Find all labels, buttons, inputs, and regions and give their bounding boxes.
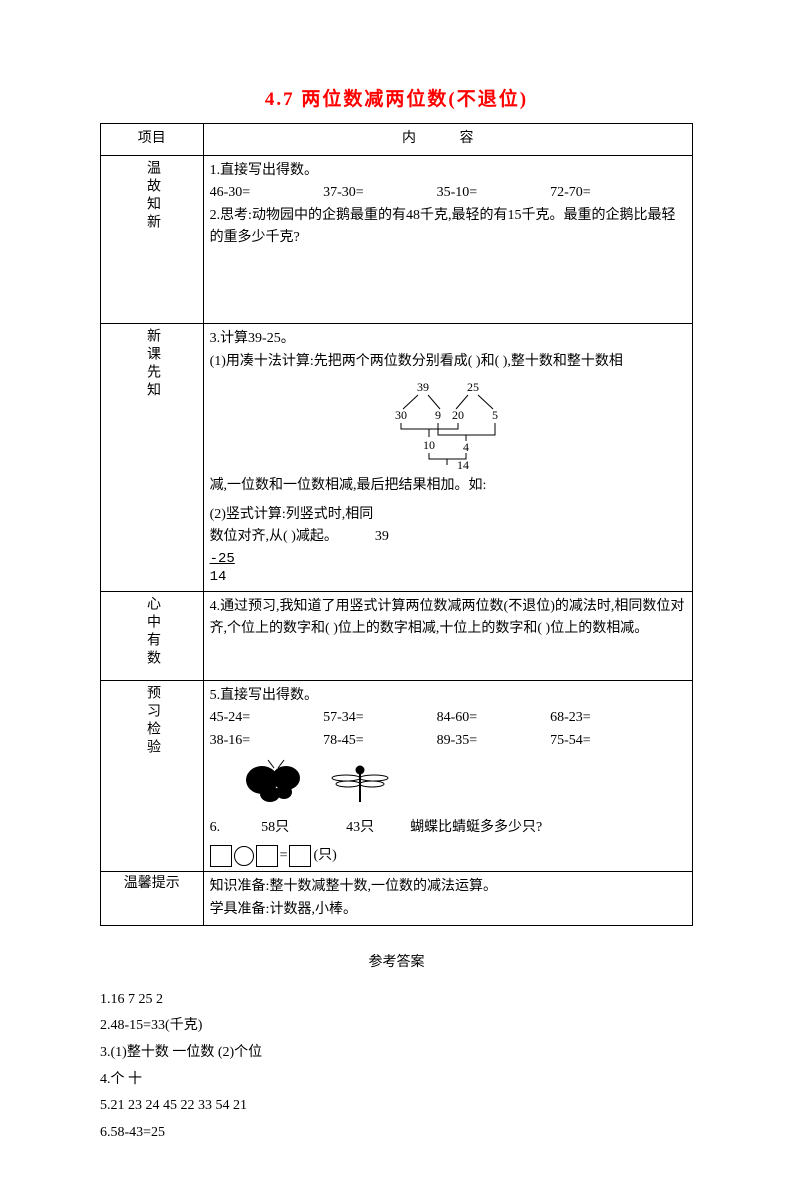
split-diagram: 39 25 30 9 20 5 10 4 — [368, 379, 528, 469]
row-review-content: 1.直接写出得数。 46-30= 37-30= 35-10= 72-70= 2.… — [203, 155, 692, 324]
dragonfly-item: 43只 — [330, 758, 390, 839]
eq: 37-30= — [323, 182, 433, 204]
row-review-label: 温故知新 — [101, 155, 204, 324]
q6-row: 6. 58只 — [210, 758, 686, 839]
eq: 78-45= — [323, 730, 433, 752]
answer-line: 5.21 23 24 45 22 33 54 21 — [100, 1093, 693, 1120]
row-new-content: 3.计算39-25。 (1)用凑十法计算:先把两个两位数分别看成( )和( ),… — [203, 324, 692, 591]
butterfly-icon — [240, 758, 310, 808]
eq: 45-24= — [210, 707, 320, 729]
row-tips-content: 知识准备:整十数减整十数,一位数的减法运算。 学具准备:计数器,小棒。 — [203, 872, 692, 926]
eq: 35-10= — [437, 182, 547, 204]
blank-box — [210, 845, 232, 867]
svg-text:4: 4 — [463, 440, 469, 454]
svg-text:20: 20 — [452, 408, 464, 422]
header-label: 项目 — [101, 124, 204, 155]
svg-text:14: 14 — [457, 458, 469, 469]
answer-line: 6.58-43=25 — [100, 1120, 693, 1147]
answers-section: 参考答案 1.16 7 25 2 2.48-15=33(千克) 3.(1)整十数… — [100, 950, 693, 1146]
equals-sign: = — [280, 845, 288, 867]
row-review: 温故知新 1.直接写出得数。 46-30= 37-30= 35-10= 72-7… — [101, 155, 693, 324]
eq: 75-54= — [550, 730, 660, 752]
svg-text:30: 30 — [395, 408, 407, 422]
answer-line: 2.48-15=33(千克) — [100, 1013, 693, 1040]
row-tips-label: 温馨提示 — [101, 872, 204, 926]
eq: 72-70= — [550, 182, 660, 204]
q6-prefix: 6. — [210, 817, 221, 839]
eq: 46-30= — [210, 182, 320, 204]
dragonfly-icon — [330, 758, 390, 808]
q3-title: 3.计算39-25。 — [210, 328, 686, 350]
row-preview-content: 5.直接写出得数。 45-24= 57-34= 84-60= 68-23= 38… — [203, 681, 692, 872]
blank-box — [256, 845, 278, 867]
q3-line3: 减,一位数和一位数相减,最后把结果相加。如: — [210, 475, 686, 497]
row-new-label: 新课先知 — [101, 324, 204, 591]
eq: 89-35= — [437, 730, 547, 752]
q1-equations: 46-30= 37-30= 35-10= 72-70= — [210, 182, 686, 204]
butterfly-count: 58只 — [240, 817, 310, 839]
q4-text: 4.通过预习,我知道了用竖式计算两位数减两位数(不退位)的减法时,相同数位对齐,… — [210, 596, 686, 641]
answer-line: 1.16 7 25 2 — [100, 987, 693, 1014]
calc-top: 39 — [375, 529, 389, 544]
calc-res: 14 — [210, 568, 686, 586]
svg-text:39: 39 — [417, 380, 429, 394]
unit-label: (只) — [313, 845, 336, 867]
q6-text: 蝴蝶比蜻蜓多多少只? — [410, 817, 542, 839]
row-summary-label: 心中有数 — [101, 591, 204, 680]
vertical-calc: -25 14 — [210, 550, 686, 586]
q5-row-b: 38-16= 78-45= 89-35= 75-54= — [210, 730, 686, 752]
blank-box — [289, 845, 311, 867]
q3-line5: 数位对齐,从( )减起。 39 — [210, 526, 686, 548]
eq: 38-16= — [210, 730, 320, 752]
q3-part1: (1)用凑十法计算:先把两个两位数分别看成( )和( ),整十数和整十数相 — [210, 351, 686, 373]
calc-sub: -25 — [210, 550, 686, 568]
dragonfly-count: 43只 — [330, 817, 390, 839]
svg-text:5: 5 — [492, 408, 498, 422]
q5-row-a: 45-24= 57-34= 84-60= 68-23= — [210, 707, 686, 729]
row-new: 新课先知 3.计算39-25。 (1)用凑十法计算:先把两个两位数分别看成( )… — [101, 324, 693, 591]
butterfly-item: 58只 — [240, 758, 310, 839]
row-tips: 温馨提示 知识准备:整十数减整十数,一位数的减法运算。 学具准备:计数器,小棒。 — [101, 872, 693, 926]
row-summary-content: 4.通过预习,我知道了用竖式计算两位数减两位数(不退位)的减法时,相同数位对齐,… — [203, 591, 692, 680]
header-row: 项目 内 容 — [101, 124, 693, 155]
q3-part2: (2)竖式计算:列竖式时,相同 — [210, 504, 686, 526]
q2-text: 2.思考:动物园中的企鹅最重的有48千克,最轻的有15千克。最重的企鹅比最轻的重… — [210, 205, 686, 250]
q5-title: 5.直接写出得数。 — [210, 685, 686, 707]
svg-text:25: 25 — [467, 380, 479, 394]
answers-title: 参考答案 — [100, 950, 693, 977]
page-title: 4.7 两位数减两位数(不退位) — [100, 85, 693, 115]
row-summary: 心中有数 4.通过预习,我知道了用竖式计算两位数减两位数(不退位)的减法时,相同… — [101, 591, 693, 680]
svg-text:10: 10 — [423, 438, 435, 452]
row-preview-label: 预习检验 — [101, 681, 204, 872]
worksheet-table: 项目 内 容 温故知新 1.直接写出得数。 46-30= 37-30= 35-1… — [100, 123, 693, 926]
tip1: 知识准备:整十数减整十数,一位数的减法运算。 — [210, 876, 686, 898]
row-preview: 预习检验 5.直接写出得数。 45-24= 57-34= 84-60= 68-2… — [101, 681, 693, 872]
header-content: 内 容 — [203, 124, 692, 155]
eq: 84-60= — [437, 707, 547, 729]
answer-boxes: = (只) — [210, 845, 686, 867]
q1-title: 1.直接写出得数。 — [210, 160, 686, 182]
tip2: 学具准备:计数器,小棒。 — [210, 899, 686, 921]
eq: 57-34= — [323, 707, 433, 729]
svg-text:9: 9 — [435, 408, 441, 422]
blank-circle — [234, 846, 254, 866]
answer-line: 3.(1)整十数 一位数 (2)个位 — [100, 1040, 693, 1067]
eq: 68-23= — [550, 707, 660, 729]
answer-line: 4.个 十 — [100, 1067, 693, 1094]
